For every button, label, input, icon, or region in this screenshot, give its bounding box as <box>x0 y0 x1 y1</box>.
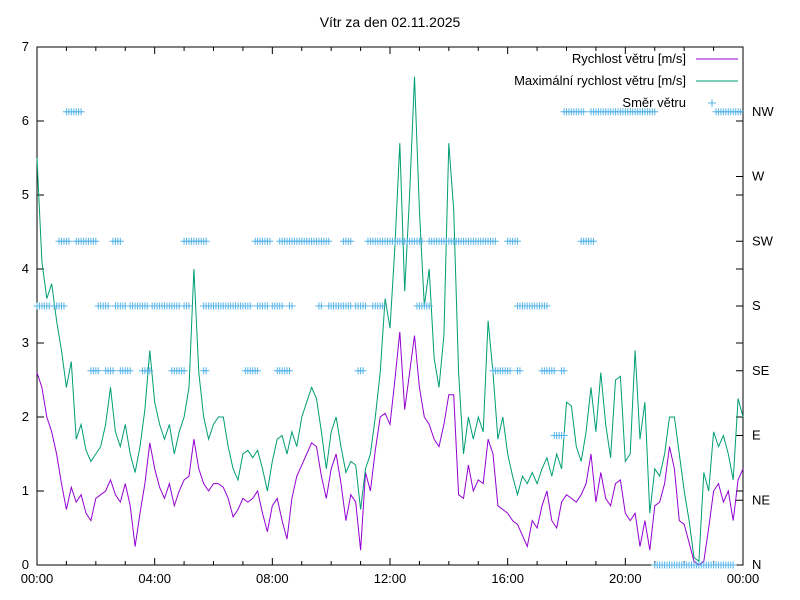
svg-text:00:00: 00:00 <box>21 571 54 586</box>
svg-text:16:00: 16:00 <box>491 571 524 586</box>
y-axis-labels: 0 1 2 3 4 5 6 7 <box>22 39 29 572</box>
svg-text:00:00: 00:00 <box>727 571 760 586</box>
svg-text:SE: SE <box>752 363 770 378</box>
chart-title: Vítr za den 02.11.2025 <box>319 14 461 30</box>
svg-text:1: 1 <box>22 483 29 498</box>
x-axis-ticks <box>36 47 744 565</box>
svg-text:NW: NW <box>752 104 774 119</box>
legend: Rychlost větru [m/s] Maximální rychlost v… <box>514 51 738 110</box>
svg-text:5: 5 <box>22 187 29 202</box>
direction-markers <box>33 108 745 569</box>
legend-item-2: Směr větru <box>622 95 716 110</box>
svg-text:2: 2 <box>22 409 29 424</box>
legend-plus-sample <box>708 99 716 107</box>
direction-labels: N NE E SE S SW W NW <box>752 104 774 572</box>
direction-ticks <box>736 111 743 566</box>
svg-text:7: 7 <box>22 39 29 54</box>
svg-text:Maximální rychlost větru [m/s]: Maximální rychlost větru [m/s] <box>514 73 686 88</box>
svg-text:20:00: 20:00 <box>609 571 642 586</box>
svg-text:08:00: 08:00 <box>256 571 289 586</box>
svg-text:E: E <box>752 428 761 443</box>
svg-text:Směr větru: Směr větru <box>622 95 686 110</box>
series-line-0 <box>36 331 744 566</box>
svg-text:04:00: 04:00 <box>138 571 171 586</box>
svg-text:4: 4 <box>22 261 29 276</box>
legend-item-1: Maximální rychlost větru [m/s] <box>514 73 738 88</box>
svg-text:W: W <box>752 169 765 184</box>
svg-text:SW: SW <box>752 233 774 248</box>
x-axis-labels: 00:00 04:00 08:00 12:00 16:00 20:00 00:00 <box>21 571 760 586</box>
svg-text:S: S <box>752 298 761 313</box>
svg-text:0: 0 <box>22 557 29 572</box>
svg-text:N: N <box>752 557 761 572</box>
svg-text:6: 6 <box>22 113 29 128</box>
series-line-1 <box>36 76 744 563</box>
legend-item-0: Rychlost větru [m/s] <box>572 51 738 66</box>
svg-text:NE: NE <box>752 492 770 507</box>
svg-text:3: 3 <box>22 335 29 350</box>
svg-text:12:00: 12:00 <box>374 571 407 586</box>
svg-text:Rychlost větru [m/s]: Rychlost větru [m/s] <box>572 51 686 66</box>
